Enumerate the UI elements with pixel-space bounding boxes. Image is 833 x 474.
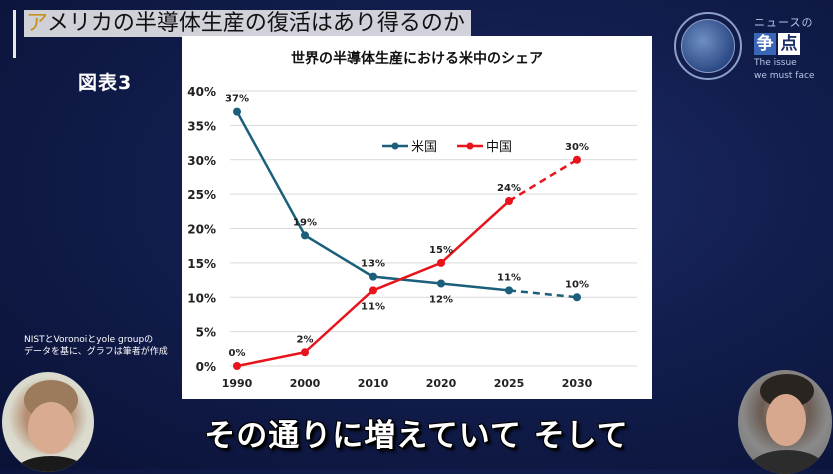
legend-label-china: 中国 [486, 140, 512, 155]
x-tick-label: 1990 [222, 377, 253, 390]
data-label-china: 30% [565, 142, 589, 153]
series-projection-china [508, 158, 578, 203]
globe-icon [681, 19, 735, 73]
data-label-china: 0% [229, 348, 246, 359]
series-line-china [236, 200, 510, 368]
data-point-china [437, 258, 445, 267]
speaker-avatar-right [738, 370, 832, 474]
title-first-char: ア [26, 11, 47, 36]
source-note: NISTとVoronoiとyole groupの データを基に、グラフは筆者が作… [24, 334, 168, 358]
x-tick-label: 2030 [562, 377, 593, 390]
x-tick-label: 2020 [426, 377, 457, 390]
page-title: アメリカの半導体生産の復活はあり得るのか [24, 10, 471, 37]
brand-top: ニュースの [754, 16, 814, 29]
data-label-china: 11% [361, 301, 385, 312]
data-label-us: 13% [361, 259, 385, 270]
data-point-china [233, 362, 241, 370]
title-rest: メリカの半導体生産の復活はあり得るのか [46, 11, 465, 36]
data-point-china [505, 197, 513, 205]
x-tick-label: 2025 [494, 377, 525, 390]
y-tick-label: 30% [187, 154, 216, 168]
data-label-china: 15% [429, 245, 453, 256]
legend-label-us: 米国 [411, 140, 437, 155]
data-label-us: 11% [497, 272, 521, 283]
data-label-us: 10% [565, 279, 589, 290]
subtitle-caption: その通りに増えていて そして [204, 418, 629, 454]
brand-en-1: The issue [754, 58, 797, 68]
brand: ニュースの 争 点 The issue we must face [754, 14, 814, 81]
chart-panel: 世界の半導体生産における米中のシェア 0% 5% 10% 15% 20% 25% 30% 35… [182, 36, 652, 399]
data-label-us: 37% [225, 94, 249, 105]
data-label-us: 19% [293, 217, 317, 228]
y-tick-label: 0% [196, 360, 216, 374]
source-line-1: NISTとVoronoiとyole groupの [24, 335, 154, 345]
data-point-us [369, 272, 377, 281]
data-point-us [573, 293, 581, 302]
y-tick-label: 15% [187, 257, 216, 271]
data-point-china [369, 286, 377, 295]
data-point-us [301, 231, 309, 240]
globe-logo-icon [674, 12, 742, 80]
figure-label: 図表3 [78, 72, 133, 94]
data-point-us [437, 279, 445, 288]
data-label-us: 12% [429, 295, 453, 306]
series-projection-us [508, 289, 578, 299]
y-tick-label: 35% [187, 119, 216, 133]
y-tick-label: 20% [187, 223, 216, 237]
source-line-2: データを基に、グラフは筆者が作成 [24, 347, 168, 357]
line-chart: 世界の半導体生産における米中のシェア 0% 5% 10% 15% 20% 25% 30% 35… [187, 50, 637, 390]
brand-en-2: we must face [754, 71, 815, 81]
y-tick-label: 40% [187, 85, 216, 99]
data-point-china [301, 348, 309, 357]
title-accent-bar [13, 10, 16, 58]
speaker-avatar-left [2, 372, 94, 472]
x-tick-label: 2000 [290, 377, 321, 390]
legend-marker-us [391, 142, 399, 150]
y-tick-label: 10% [187, 291, 216, 305]
y-tick-label: 25% [187, 188, 216, 202]
data-point-china [573, 155, 581, 164]
brand-kanji-1: 争 [754, 33, 776, 55]
y-tick-label: 5% [196, 326, 216, 340]
data-point-us [505, 286, 513, 295]
x-tick-label: 2010 [358, 377, 389, 390]
brand-kanji-2: 点 [778, 33, 800, 55]
chart-title: 世界の半導体生産における米中のシェア [291, 50, 543, 67]
data-label-china: 24% [497, 183, 521, 194]
data-point-us [233, 107, 241, 116]
data-label-china: 2% [297, 334, 314, 345]
legend-marker-china [466, 142, 474, 150]
